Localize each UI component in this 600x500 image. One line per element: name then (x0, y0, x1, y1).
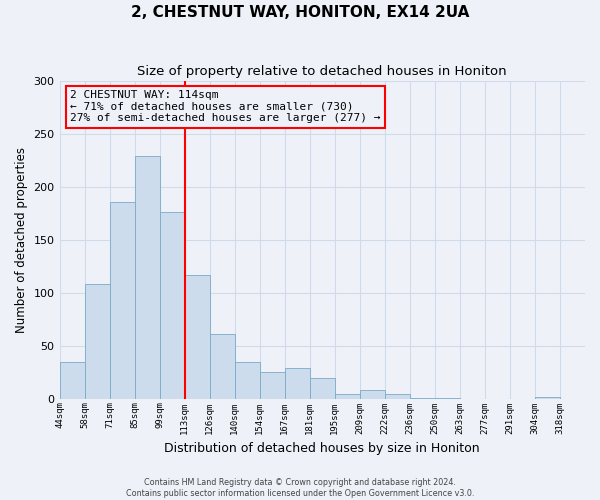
Bar (310, 378, 335, 398)
Bar (160, 212, 185, 398)
Bar (285, 368, 310, 398)
Bar (385, 394, 410, 398)
Bar (209, 334, 235, 398)
Bar (110, 202, 134, 398)
Bar (360, 390, 385, 398)
Bar (335, 394, 360, 398)
Y-axis label: Number of detached properties: Number of detached properties (15, 146, 28, 332)
Bar (134, 156, 160, 398)
Text: 2, CHESTNUT WAY, HONITON, EX14 2UA: 2, CHESTNUT WAY, HONITON, EX14 2UA (131, 5, 469, 20)
Text: 2 CHESTNUT WAY: 114sqm
← 71% of detached houses are smaller (730)
27% of semi-de: 2 CHESTNUT WAY: 114sqm ← 71% of detached… (70, 90, 380, 124)
Bar (535, 396, 560, 398)
Text: Contains HM Land Registry data © Crown copyright and database right 2024.
Contai: Contains HM Land Registry data © Crown c… (126, 478, 474, 498)
Title: Size of property relative to detached houses in Honiton: Size of property relative to detached ho… (137, 65, 507, 78)
X-axis label: Distribution of detached houses by size in Honiton: Distribution of detached houses by size … (164, 442, 480, 455)
Bar (260, 372, 285, 398)
Bar (85, 284, 110, 399)
Bar (59, 362, 85, 399)
Bar (185, 274, 209, 398)
Bar (235, 362, 260, 399)
